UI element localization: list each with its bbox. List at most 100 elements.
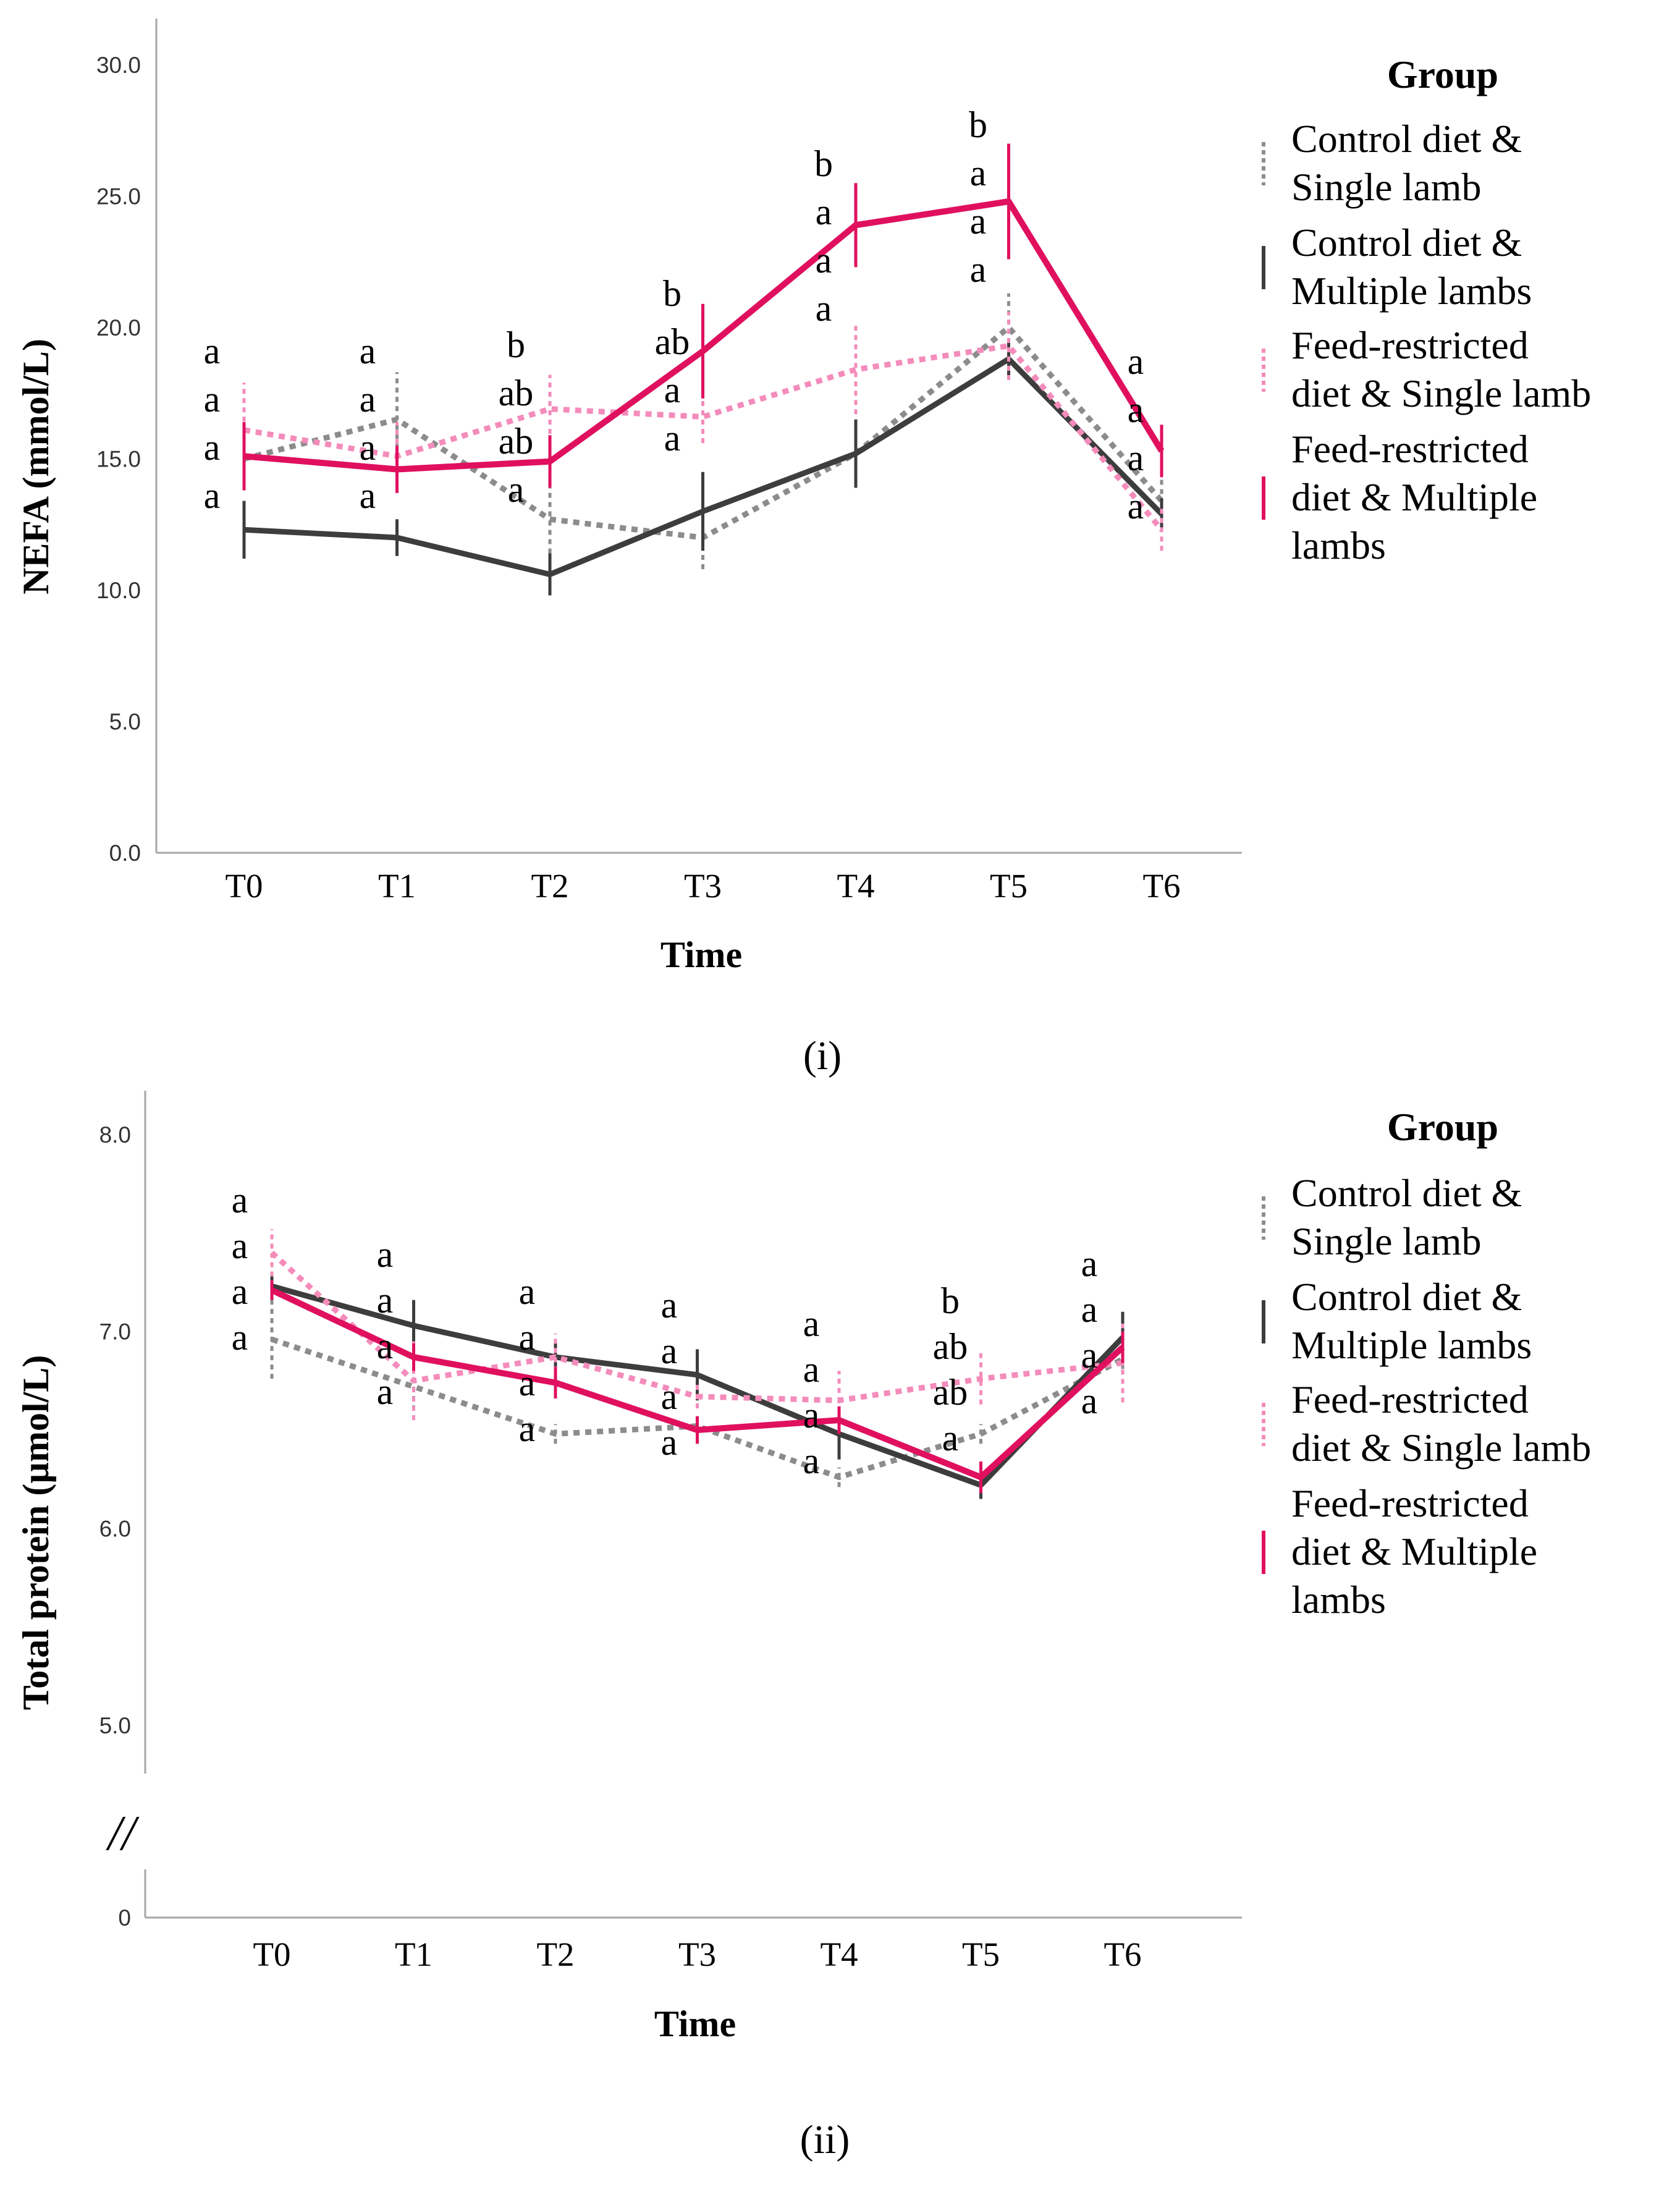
legend-label: Feed-restricted xyxy=(1291,323,1529,367)
significance-letter: a xyxy=(519,1363,536,1403)
legend-label: Feed-restricted xyxy=(1291,427,1529,471)
panel-label: (i) xyxy=(803,1033,842,1078)
significance-letter: a xyxy=(519,1271,536,1312)
legend-label: diet & Single lamb xyxy=(1291,1426,1591,1470)
y-axis-title: NEFA (mmol/L) xyxy=(15,339,56,594)
y-tick-label: 0.0 xyxy=(109,840,141,866)
significance-letter: a xyxy=(942,1418,959,1458)
significance-letter: a xyxy=(803,1395,820,1436)
x-tick-label: T6 xyxy=(1104,1935,1141,1973)
significance-letter: a xyxy=(1128,341,1144,382)
legend-label: Multiple lambs xyxy=(1291,269,1532,313)
legend-label: lambs xyxy=(1291,1578,1386,1622)
significance-letter: a xyxy=(377,1234,394,1275)
significance-letter: a xyxy=(803,1349,820,1390)
significance-letter: a xyxy=(360,427,376,468)
x-tick-label: T5 xyxy=(990,867,1028,905)
panel-label: (ii) xyxy=(800,2117,850,2162)
significance-letter: a xyxy=(232,1271,248,1312)
y-tick-label: 6.0 xyxy=(99,1516,131,1541)
x-tick-label: T3 xyxy=(678,1935,716,1973)
y-tick-label: 10.0 xyxy=(96,578,141,603)
legend-title: Group xyxy=(1387,53,1498,96)
significance-letter: a xyxy=(661,1376,678,1417)
series-restricted_multiple xyxy=(242,143,1165,493)
y-tick-label: 30.0 xyxy=(96,53,141,78)
significance-letter: b xyxy=(941,1280,960,1321)
significance-letter: a xyxy=(816,288,832,329)
significance-letter: a xyxy=(1081,1335,1098,1376)
significance-letter: a xyxy=(204,427,221,468)
y-tick-label: 20.0 xyxy=(96,315,141,341)
legend-label: diet & Single lamb xyxy=(1291,371,1591,415)
axis-break-mark: // xyxy=(106,1806,140,1861)
legend-title: Group xyxy=(1387,1105,1498,1149)
significance-letter: a xyxy=(1081,1243,1098,1284)
legend-label: Single lamb xyxy=(1291,165,1482,209)
legend-label: Feed-restricted xyxy=(1291,1481,1529,1525)
x-axis-title: Time xyxy=(654,2003,736,2044)
x-tick-label: T1 xyxy=(378,867,416,905)
legend-label: Control diet & xyxy=(1291,1171,1522,1215)
y-tick-label: 7.0 xyxy=(99,1319,131,1345)
legend-label: Control diet & xyxy=(1291,221,1522,264)
x-tick-label: T0 xyxy=(225,867,263,905)
significance-letter: ab xyxy=(655,321,690,362)
chart-panel-2: // 0 5.0 6.0 7.0 8.0 T0 T1 T2 T3 T4 T5 T6 Time Total p… xyxy=(15,1091,1591,2162)
significance-letter: a xyxy=(661,1422,678,1463)
y-tick-label: 0 xyxy=(118,1905,131,1931)
y-tick-label: 25.0 xyxy=(96,184,141,209)
significance-letter: a xyxy=(970,249,987,290)
significance-letter: b xyxy=(814,143,833,184)
significance-letter: a xyxy=(377,1326,394,1366)
significance-letter: a xyxy=(1081,1381,1098,1421)
significance-letter: a xyxy=(661,1330,678,1371)
significance-letter: a xyxy=(232,1317,248,1358)
y-tick-label: 15.0 xyxy=(96,447,141,472)
significance-letter: a xyxy=(204,331,221,371)
x-tick-label: T2 xyxy=(531,867,568,905)
significance-letter: a xyxy=(816,240,832,281)
significance-letter: a xyxy=(1081,1289,1098,1330)
x-tick-label: T4 xyxy=(837,867,874,905)
significance-letter: b xyxy=(969,104,987,145)
x-tick-label: T5 xyxy=(962,1935,1000,1973)
legend-label: diet & Multiple xyxy=(1291,475,1537,519)
y-tick-label: 5.0 xyxy=(109,709,141,735)
significance-letter: a xyxy=(377,1371,394,1412)
significance-letter: ab xyxy=(933,1326,968,1367)
y-axis-title: Total protein (µmol/L) xyxy=(15,1355,56,1711)
significance-letter: a xyxy=(661,1285,678,1326)
significance-letter: a xyxy=(664,370,681,410)
y-tick-label: 8.0 xyxy=(99,1122,131,1148)
x-tick-label: T6 xyxy=(1142,867,1180,905)
significance-letter: a xyxy=(519,1317,536,1358)
significance-letter: a xyxy=(816,192,832,232)
significance-letter: ab xyxy=(499,421,534,462)
significance-letter: a xyxy=(519,1408,536,1449)
significance-letter: a xyxy=(360,475,376,516)
significance-letter: ab xyxy=(933,1372,968,1413)
legend-label: diet & Multiple xyxy=(1291,1529,1537,1573)
significance-letter: ab xyxy=(499,373,534,413)
legend-label: Single lamb xyxy=(1291,1219,1482,1263)
significance-letter: a xyxy=(970,201,987,242)
significance-letter: b xyxy=(507,324,525,365)
y-tick-label: 5.0 xyxy=(99,1713,131,1738)
legend-label: Control diet & xyxy=(1291,117,1522,161)
significance-letter: a xyxy=(377,1280,394,1321)
x-tick-label: T1 xyxy=(395,1935,433,1973)
significance-letter: a xyxy=(1128,438,1144,478)
significance-letter: a xyxy=(204,379,221,420)
significance-letter: a xyxy=(360,379,376,420)
significance-letter: a xyxy=(803,1303,820,1344)
significance-letter: a xyxy=(204,475,221,516)
significance-letter: a xyxy=(232,1225,248,1266)
series-restricted_multiple xyxy=(270,1280,1125,1493)
significance-letter: a xyxy=(803,1440,820,1481)
x-tick-label: T2 xyxy=(536,1935,574,1973)
significance-letter: a xyxy=(232,1180,248,1220)
